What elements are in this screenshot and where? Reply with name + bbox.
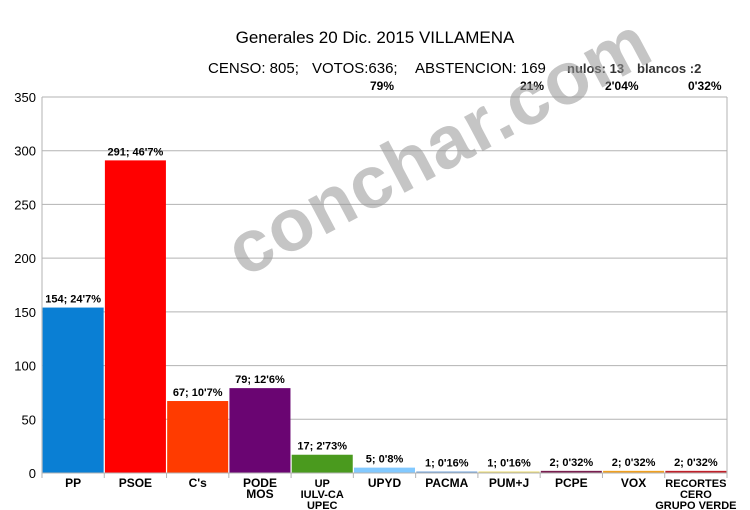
x-category-label: VOX — [621, 476, 646, 490]
nulos-stat: nulos: 13 — [567, 61, 625, 76]
data-label: 2; 0'32% — [550, 457, 594, 469]
votos-stat: VOTOS:636; — [312, 60, 398, 77]
x-category-label: UPYD — [368, 476, 402, 490]
censo-stat: CENSO: 805; — [208, 60, 299, 77]
data-label: 1; 0'16% — [487, 458, 531, 470]
x-category-label: UP — [315, 478, 330, 490]
y-tick-label: 300 — [14, 144, 36, 159]
nulos-percent: 2'04% — [605, 79, 639, 93]
y-tick-label: 200 — [14, 251, 36, 266]
data-label: 5; 0'8% — [366, 454, 404, 466]
x-category-label: PSOE — [119, 476, 152, 490]
chart-title: Generales 20 Dic. 2015 VILLAMENA — [235, 28, 515, 47]
x-category-label: PP — [65, 476, 81, 490]
bar — [167, 401, 229, 473]
data-label: 2; 0'32% — [612, 457, 656, 469]
data-label: 291; 46'7% — [107, 146, 163, 158]
x-category-label: MOS — [246, 487, 273, 501]
bar — [229, 388, 291, 473]
x-category-label: CERO — [680, 489, 712, 501]
abstencion-percent: 21% — [520, 79, 545, 93]
abstencion-stat: ABSTENCION: 169 — [415, 60, 546, 77]
data-label: 79; 12'6% — [235, 374, 285, 386]
bar — [42, 307, 104, 473]
x-category-label: PCPE — [555, 476, 588, 490]
bar — [104, 160, 166, 473]
bar — [478, 471, 540, 473]
bar — [291, 454, 353, 473]
bar — [353, 467, 416, 473]
y-tick-label: 100 — [14, 359, 36, 374]
y-tick-label: 350 — [14, 90, 36, 105]
blancos-stat: blancos :2 — [637, 61, 702, 76]
x-category-label: UPEC — [307, 500, 338, 510]
bar — [540, 470, 602, 473]
data-label: 2; 0'32% — [674, 457, 718, 469]
bar — [665, 470, 727, 473]
data-label: 17; 2'73% — [297, 441, 347, 453]
data-label: 1; 0'16% — [425, 458, 469, 470]
votos-percent: 79% — [370, 79, 395, 93]
bar — [603, 470, 665, 473]
y-tick-label: 50 — [22, 412, 36, 427]
blancos-percent: 0'32% — [688, 79, 722, 93]
x-category-label: IULV-CA — [301, 489, 344, 501]
data-label: 67; 10'7% — [173, 387, 223, 399]
x-category-label: RECORTES — [665, 478, 726, 490]
x-category-label: PACMA — [425, 476, 468, 490]
x-category-label: PUM+J — [489, 476, 529, 490]
x-category-label: PODE — [243, 476, 277, 490]
y-tick-label: 250 — [14, 197, 36, 212]
x-category-label: C's — [189, 476, 208, 490]
y-tick-label: 150 — [14, 305, 36, 320]
y-tick-label: 0 — [29, 466, 36, 481]
bar — [416, 471, 478, 473]
data-label: 154; 24'7% — [45, 294, 101, 306]
x-category-label: GRUPO VERDE — [655, 500, 736, 510]
